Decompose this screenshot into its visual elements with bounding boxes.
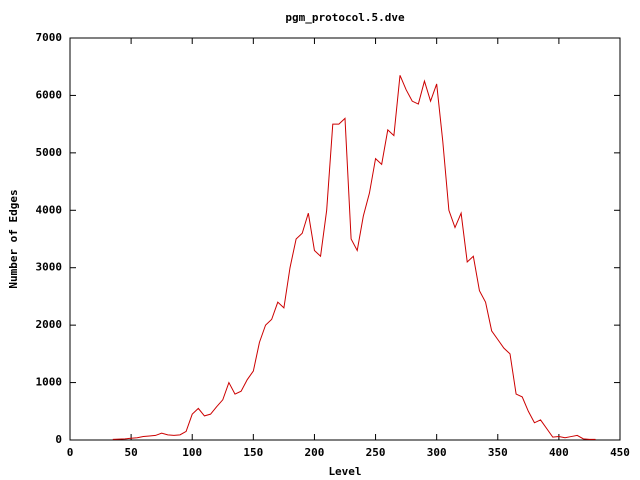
x-tick-label: 50 <box>124 446 137 459</box>
x-tick-label: 150 <box>243 446 263 459</box>
y-axis-label: Number of Edges <box>7 189 20 288</box>
x-tick-label: 250 <box>366 446 386 459</box>
y-tick-label: 5000 <box>36 146 63 159</box>
y-tick-label: 0 <box>55 433 62 446</box>
y-tick-label: 1000 <box>36 376 63 389</box>
y-tick-label: 7000 <box>36 31 63 44</box>
y-tick-label: 6000 <box>36 88 63 101</box>
x-tick-label: 400 <box>549 446 569 459</box>
x-tick-label: 100 <box>182 446 202 459</box>
chart-title: pgm_protocol.5.dve <box>285 11 405 24</box>
y-tick-label: 4000 <box>36 203 63 216</box>
x-tick-label: 450 <box>610 446 630 459</box>
y-tick-label: 2000 <box>36 318 63 331</box>
x-tick-label: 350 <box>488 446 508 459</box>
x-axis-label: Level <box>328 465 361 478</box>
plot-border <box>69 37 621 441</box>
y-tick-label: 3000 <box>36 261 63 274</box>
x-tick-label: 300 <box>427 446 447 459</box>
x-tick-label: 0 <box>67 446 74 459</box>
data-line <box>112 75 596 440</box>
x-tick-label: 200 <box>305 446 325 459</box>
